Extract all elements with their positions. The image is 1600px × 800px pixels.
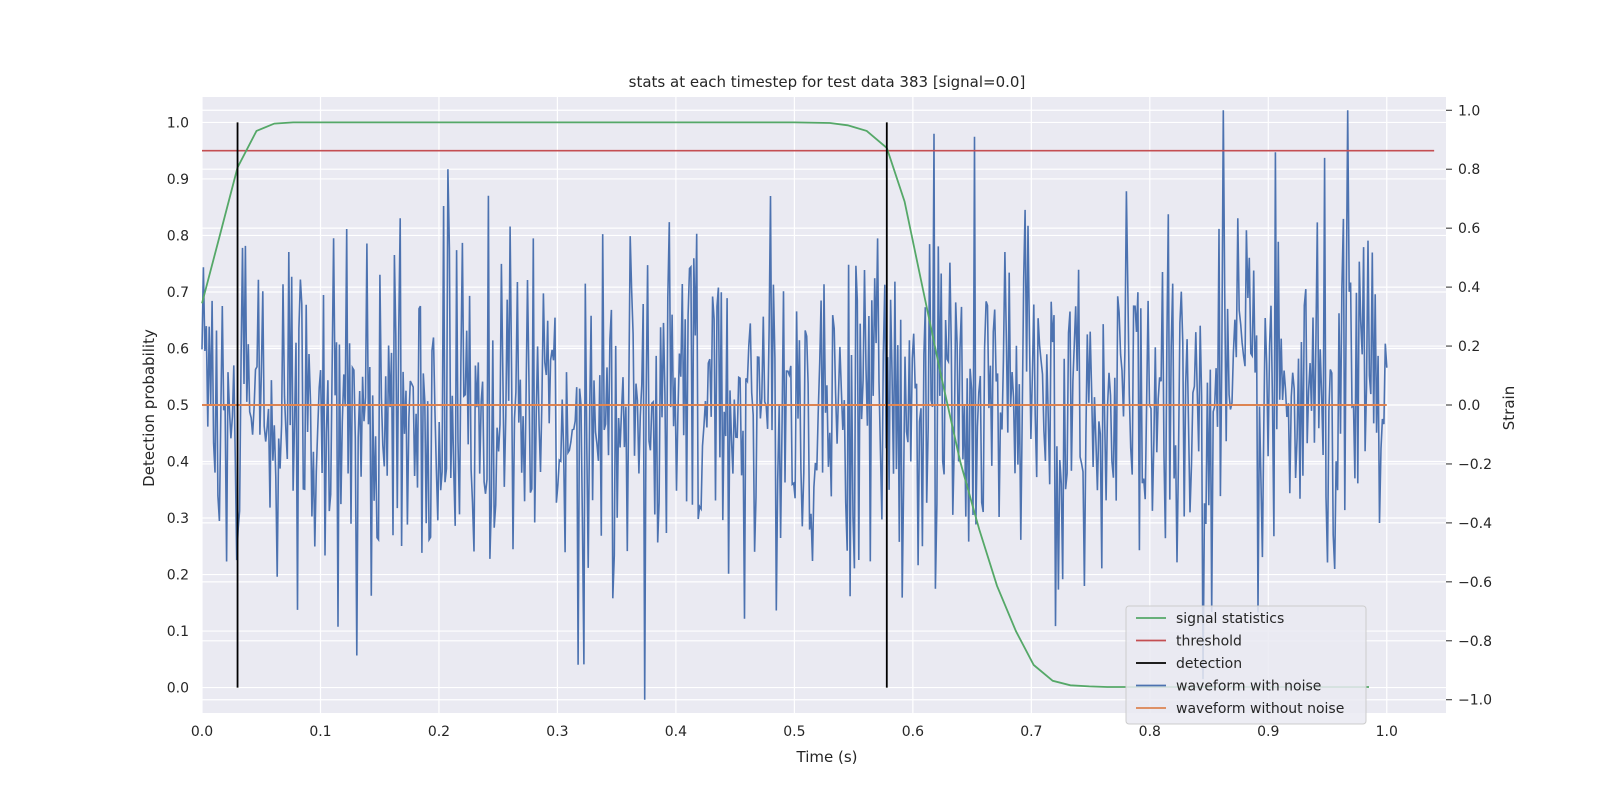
y2-tick-label: 0.0 (1458, 398, 1480, 414)
legend-signal-statistics: signal statistics (1176, 611, 1284, 627)
y2-tick-label: 0.8 (1458, 162, 1480, 178)
y2-tick-label: −0.2 (1458, 457, 1492, 473)
y-tick-label: 0.4 (167, 455, 189, 471)
y-tick-label: 0.3 (167, 511, 189, 527)
y-tick-label: 0.7 (167, 285, 189, 301)
legend-waveform-without-noise: waveform without noise (1176, 701, 1344, 717)
y-tick-label: 0.8 (167, 228, 189, 244)
y2-tick-label: −0.4 (1458, 516, 1492, 532)
legend: signal statistics threshold detection wavef… (1125, 605, 1367, 725)
y2-tick-label: 0.6 (1458, 221, 1480, 237)
x-tick-label: 0.3 (546, 724, 568, 740)
y2-tick-label: −0.6 (1458, 575, 1492, 591)
legend-waveform-with-noise: waveform with noise (1176, 679, 1321, 695)
y-tick-label: 0.9 (167, 172, 189, 188)
x-tick-label: 0.8 (1139, 724, 1161, 740)
y2-tick-label: 0.2 (1458, 339, 1480, 355)
y-tick-label: 1.0 (167, 115, 189, 131)
x-tick-label: 0.0 (191, 724, 213, 740)
y2-tick-label: 0.4 (1458, 280, 1480, 296)
x-tick-label: 0.2 (428, 724, 450, 740)
axes: 0.0 0.1 0.2 0.3 0.4 0.5 0.6 0.7 0.8 0.9 1.0 0.0 0.1 0… (167, 103, 1492, 740)
y-tick-label: 0.1 (167, 624, 189, 640)
x-tick-label: 0.5 (783, 724, 805, 740)
series-waveform-with-noise (201, 110, 1388, 700)
y2-tick-label: 1.0 (1458, 103, 1480, 119)
series-signal-statistics (201, 121, 1369, 688)
y-tick-label: 0.2 (167, 568, 189, 584)
x-tick-label: 0.4 (665, 724, 687, 740)
y2-tick-label: −1.0 (1458, 693, 1492, 709)
x-tick-label: 0.7 (1020, 724, 1042, 740)
legend-threshold: threshold (1176, 634, 1242, 650)
y-axis-label: Detection probability (140, 329, 158, 487)
y2-tick-label: −0.8 (1458, 634, 1492, 650)
y-tick-label: 0.5 (167, 398, 189, 414)
legend-box (1125, 605, 1367, 725)
x-tick-label: 1.0 (1376, 724, 1398, 740)
chart-title: stats at each timestep for test data 383… (629, 73, 1026, 91)
x-tick-label: 0.1 (309, 724, 331, 740)
x-tick-label: 0.6 (902, 724, 924, 740)
legend-detection: detection (1176, 656, 1242, 672)
series (201, 110, 1435, 700)
y-tick-label: 0.6 (167, 341, 189, 357)
y-tick-label: 0.0 (167, 681, 189, 697)
y2-axis-label: Strain (1500, 386, 1518, 430)
x-tick-label: 0.9 (1257, 724, 1279, 740)
x-axis-label: Time (s) (796, 748, 858, 766)
